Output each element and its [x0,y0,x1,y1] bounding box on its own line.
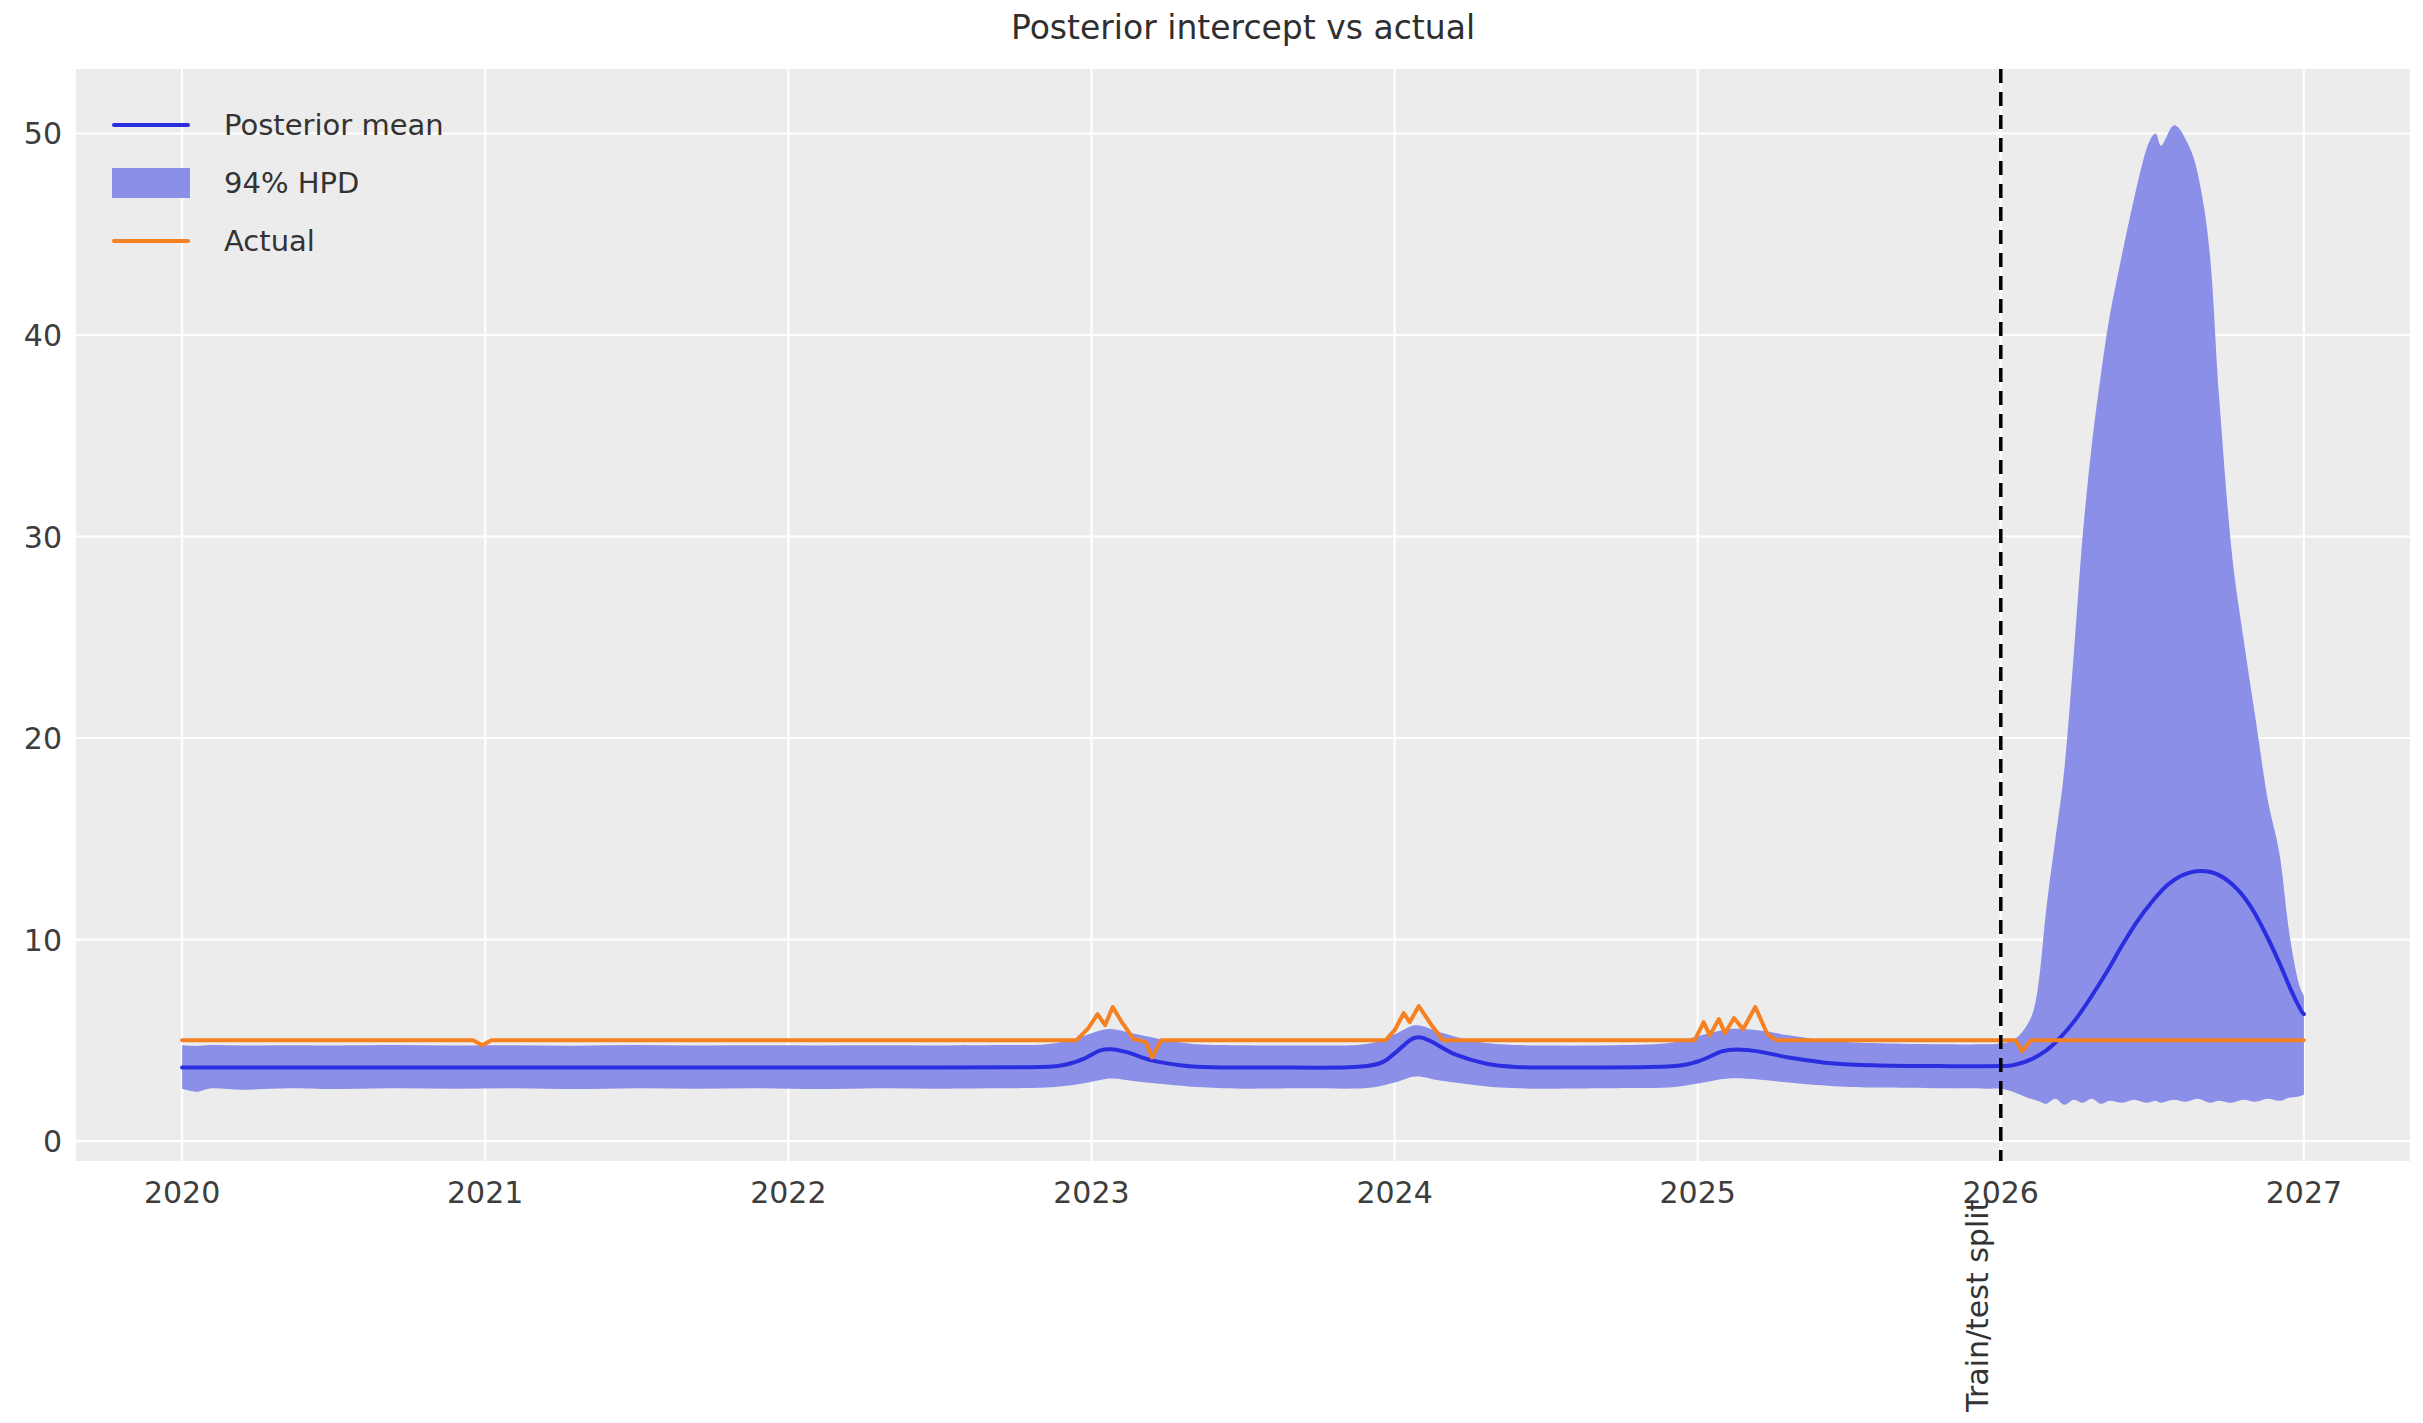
hpd-patch-swatch [112,168,190,198]
actual-line-swatch [112,239,190,243]
x-tick-label: 2025 [1659,1175,1735,1210]
posterior-mean-line-swatch [112,123,190,127]
y-tick-label: 10 [24,923,62,958]
legend-label: Actual [224,227,315,256]
y-tick-label: 30 [24,520,62,555]
legend: Posterior mean 94% HPD Actual [112,96,444,270]
x-tick-label: 2023 [1053,1175,1129,1210]
y-tick-label: 50 [24,116,62,151]
legend-item-hpd: 94% HPD [112,154,444,212]
train-test-split-label: Train/test split [1960,1199,1995,1413]
figure: Posterior intercept vs actual 2020202120… [0,0,2423,1423]
legend-item-posterior-mean: Posterior mean [112,96,444,154]
y-tick-label: 20 [24,721,62,756]
legend-label: 94% HPD [224,169,359,198]
y-tick-label: 0 [43,1124,62,1159]
x-tick-label: 2024 [1356,1175,1432,1210]
x-tick-label: 2027 [2266,1175,2342,1210]
legend-label: Posterior mean [224,111,444,140]
x-tick-label: 2021 [447,1175,523,1210]
x-tick-label: 2020 [144,1175,220,1210]
x-tick-label: 2022 [750,1175,826,1210]
y-tick-label: 40 [24,318,62,353]
legend-item-actual: Actual [112,212,444,270]
